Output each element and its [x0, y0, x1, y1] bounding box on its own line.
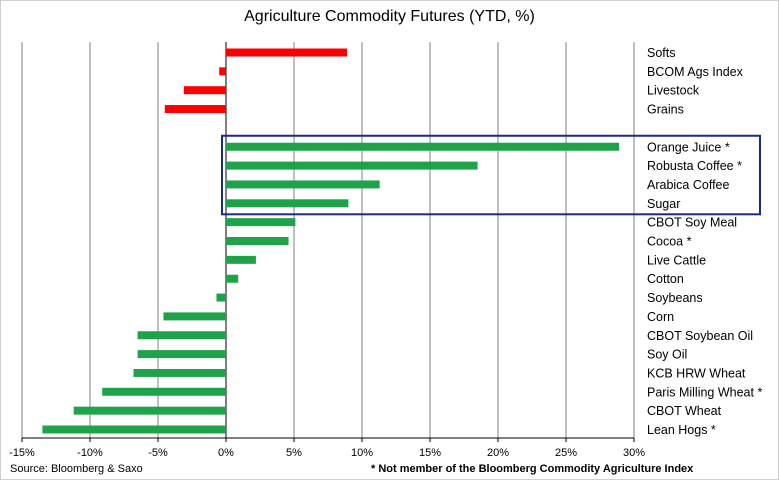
x-tick-label: 25% [555, 447, 577, 459]
category-label: Soybeans [647, 291, 703, 305]
bar [226, 237, 289, 245]
category-label: BCOM Ags Index [647, 65, 744, 79]
category-label: CBOT Soybean Oil [647, 329, 753, 343]
bar [226, 199, 349, 208]
category-label: Soy Oil [647, 348, 687, 362]
category-label: Cocoa * [647, 235, 692, 249]
x-tick-label: 20% [487, 447, 509, 459]
bar [226, 218, 296, 227]
membership-note: * Not member of the Bloomberg Commodity … [371, 463, 694, 475]
category-label: Orange Juice * [647, 140, 730, 154]
bar [226, 48, 348, 57]
bar [137, 331, 226, 340]
bar [226, 255, 256, 264]
chart-title: Agriculture Commodity Futures (YTD, %) [244, 8, 535, 25]
bar [226, 161, 478, 170]
bar [219, 67, 226, 76]
x-tick-label: 15% [419, 447, 441, 459]
bar [226, 180, 380, 189]
bar [42, 425, 227, 434]
category-label: KCB HRW Wheat [647, 366, 746, 380]
category-label: Cotton [647, 272, 684, 286]
category-label: Sugar [647, 197, 680, 211]
bar [73, 406, 227, 415]
bar [102, 387, 226, 396]
category-label: Paris Milling Wheat * [647, 385, 762, 399]
category-label: Livestock [647, 84, 700, 98]
bar [216, 293, 226, 302]
x-tick-label: 30% [623, 447, 645, 459]
category-label: CBOT Soy Meal [647, 216, 737, 230]
x-tick-label: 5% [286, 447, 302, 459]
category-label: Corn [647, 310, 674, 324]
category-label: Arabica Coffee [647, 178, 730, 192]
x-tick-label: 0% [218, 447, 234, 459]
bar [163, 312, 226, 321]
bar [133, 368, 226, 377]
x-tick-label: -5% [148, 447, 168, 459]
bar [137, 350, 226, 359]
category-label: CBOT Wheat [647, 404, 722, 418]
category-label: Robusta Coffee * [647, 159, 742, 173]
source-note: Source: Bloomberg & Saxo [10, 463, 143, 475]
bar [226, 142, 620, 151]
category-label: Lean Hogs * [647, 423, 716, 437]
x-tick-label: -10% [77, 447, 103, 459]
bar [226, 274, 239, 283]
category-label: Live Cattle [647, 253, 706, 267]
bar [164, 105, 226, 114]
highlight-box [221, 134, 761, 216]
bar [183, 86, 226, 95]
category-label: Grains [647, 103, 684, 117]
x-tick-label: -15% [9, 447, 35, 459]
category-label: Softs [647, 46, 676, 60]
x-tick-label: 10% [351, 447, 373, 459]
